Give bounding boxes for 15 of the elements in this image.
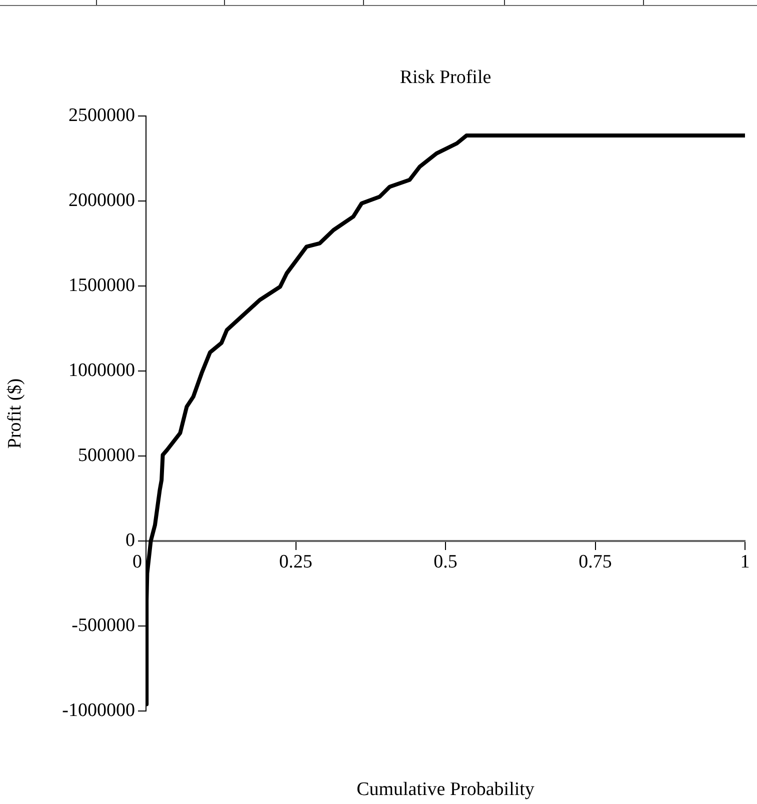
y-tick-label: 1000000 — [68, 360, 135, 381]
y-tick-label: 1500000 — [68, 274, 135, 296]
x-tick-label: 0.75 — [578, 551, 612, 572]
y-tick-label: 2000000 — [68, 190, 135, 211]
x-tick-label: 0.25 — [279, 551, 312, 572]
x-tick-label: 0.5 — [434, 551, 458, 572]
y-tick-label: 0 — [126, 530, 135, 551]
x-tick-label: 1 — [740, 551, 750, 572]
x-axis-title: Cumulative Probability — [356, 778, 535, 800]
y-tick-label: -500000 — [72, 614, 135, 636]
y-tick-label: -1000000 — [62, 700, 135, 721]
chart-title: Risk Profile — [400, 66, 492, 88]
y-axis-title: Profit ($) — [4, 378, 26, 449]
y-tick-label: 2500000 — [68, 104, 135, 126]
y-tick-label: 500000 — [78, 444, 135, 466]
